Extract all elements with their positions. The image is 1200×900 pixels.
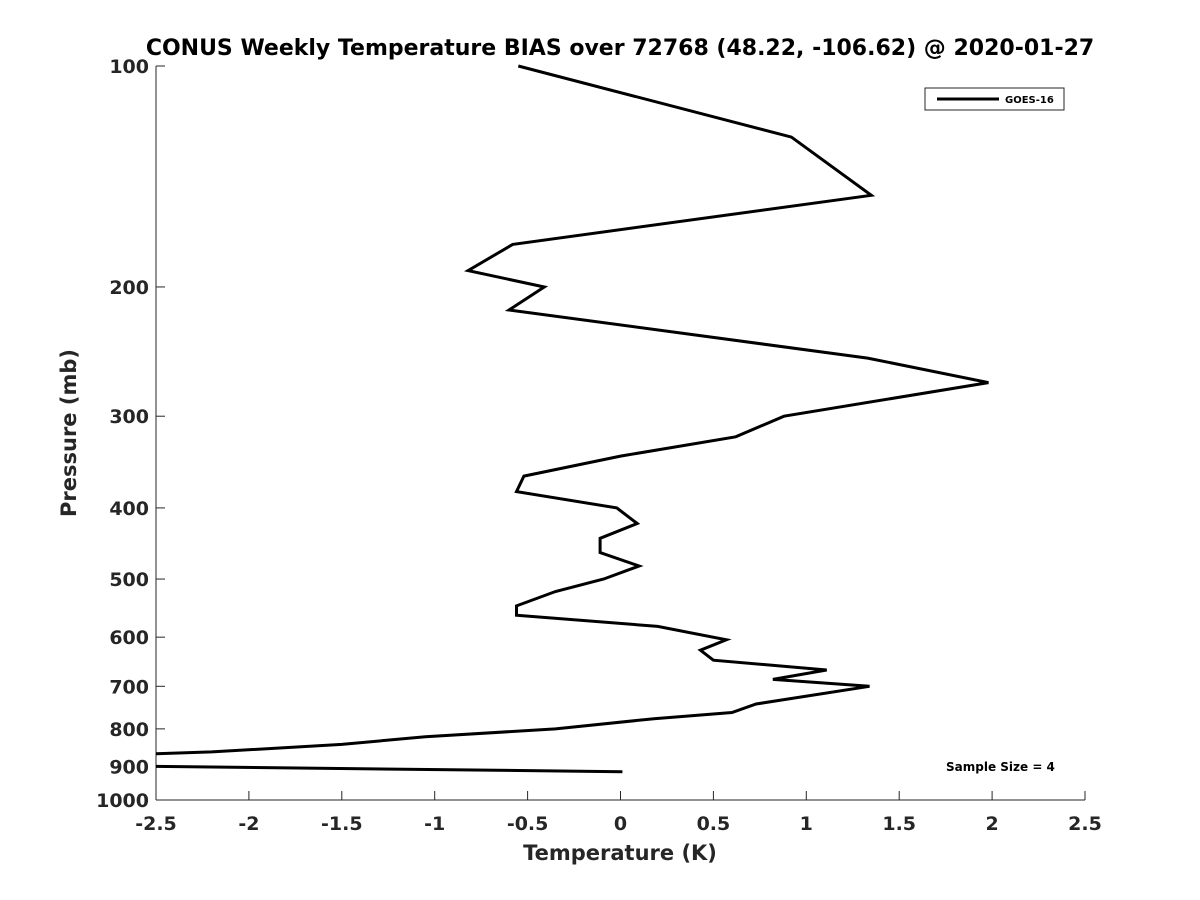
y-tick-label: 500 bbox=[109, 569, 149, 591]
legend-label-goes-16: GOES-16 bbox=[1005, 95, 1054, 106]
y-tick-label: 700 bbox=[109, 676, 149, 698]
series-lines bbox=[155, 64, 989, 774]
series-line-segment-1 bbox=[155, 764, 623, 774]
x-tick-label: 1.5 bbox=[882, 813, 916, 835]
legend: GOES-16 bbox=[924, 87, 1065, 111]
y-tick-label: 400 bbox=[109, 498, 149, 520]
y-tick-label: 200 bbox=[109, 277, 149, 299]
y-tick-label: 800 bbox=[109, 719, 149, 741]
x-tick-label: -2 bbox=[238, 813, 259, 835]
x-ticks: -2.5 -2 -1.5 -1 -0.5 0 0.5 1 1.5 2 2.5 bbox=[135, 791, 1102, 835]
x-tick-label: 0.5 bbox=[697, 813, 731, 835]
x-tick-label: 0 bbox=[614, 813, 627, 835]
x-tick-label: 2.5 bbox=[1068, 813, 1102, 835]
chart-title: CONUS Weekly Temperature BIAS over 72768… bbox=[146, 36, 1094, 61]
series-line-goes-16 bbox=[155, 64, 989, 756]
x-tick-label: 2 bbox=[985, 813, 998, 835]
y-tick-label: 600 bbox=[109, 627, 149, 649]
x-tick-label: -1 bbox=[424, 813, 445, 835]
y-tick-label: 300 bbox=[109, 406, 149, 428]
x-axis-label: Temperature (K) bbox=[523, 841, 717, 865]
x-tick-label: -2.5 bbox=[135, 813, 177, 835]
x-tick-label: 1 bbox=[800, 813, 813, 835]
sample-size-annotation: Sample Size = 4 bbox=[946, 760, 1055, 774]
x-tick-label: -0.5 bbox=[507, 813, 549, 835]
y-ticks: 100 200 300 400 500 600 700 800 900 1000 bbox=[96, 56, 165, 812]
x-tick-label: -1.5 bbox=[321, 813, 363, 835]
y-tick-label: 900 bbox=[109, 756, 149, 778]
y-tick-label: 100 bbox=[109, 56, 149, 78]
y-axis-label: Pressure (mb) bbox=[57, 349, 81, 517]
y-tick-label: 1000 bbox=[96, 790, 149, 812]
